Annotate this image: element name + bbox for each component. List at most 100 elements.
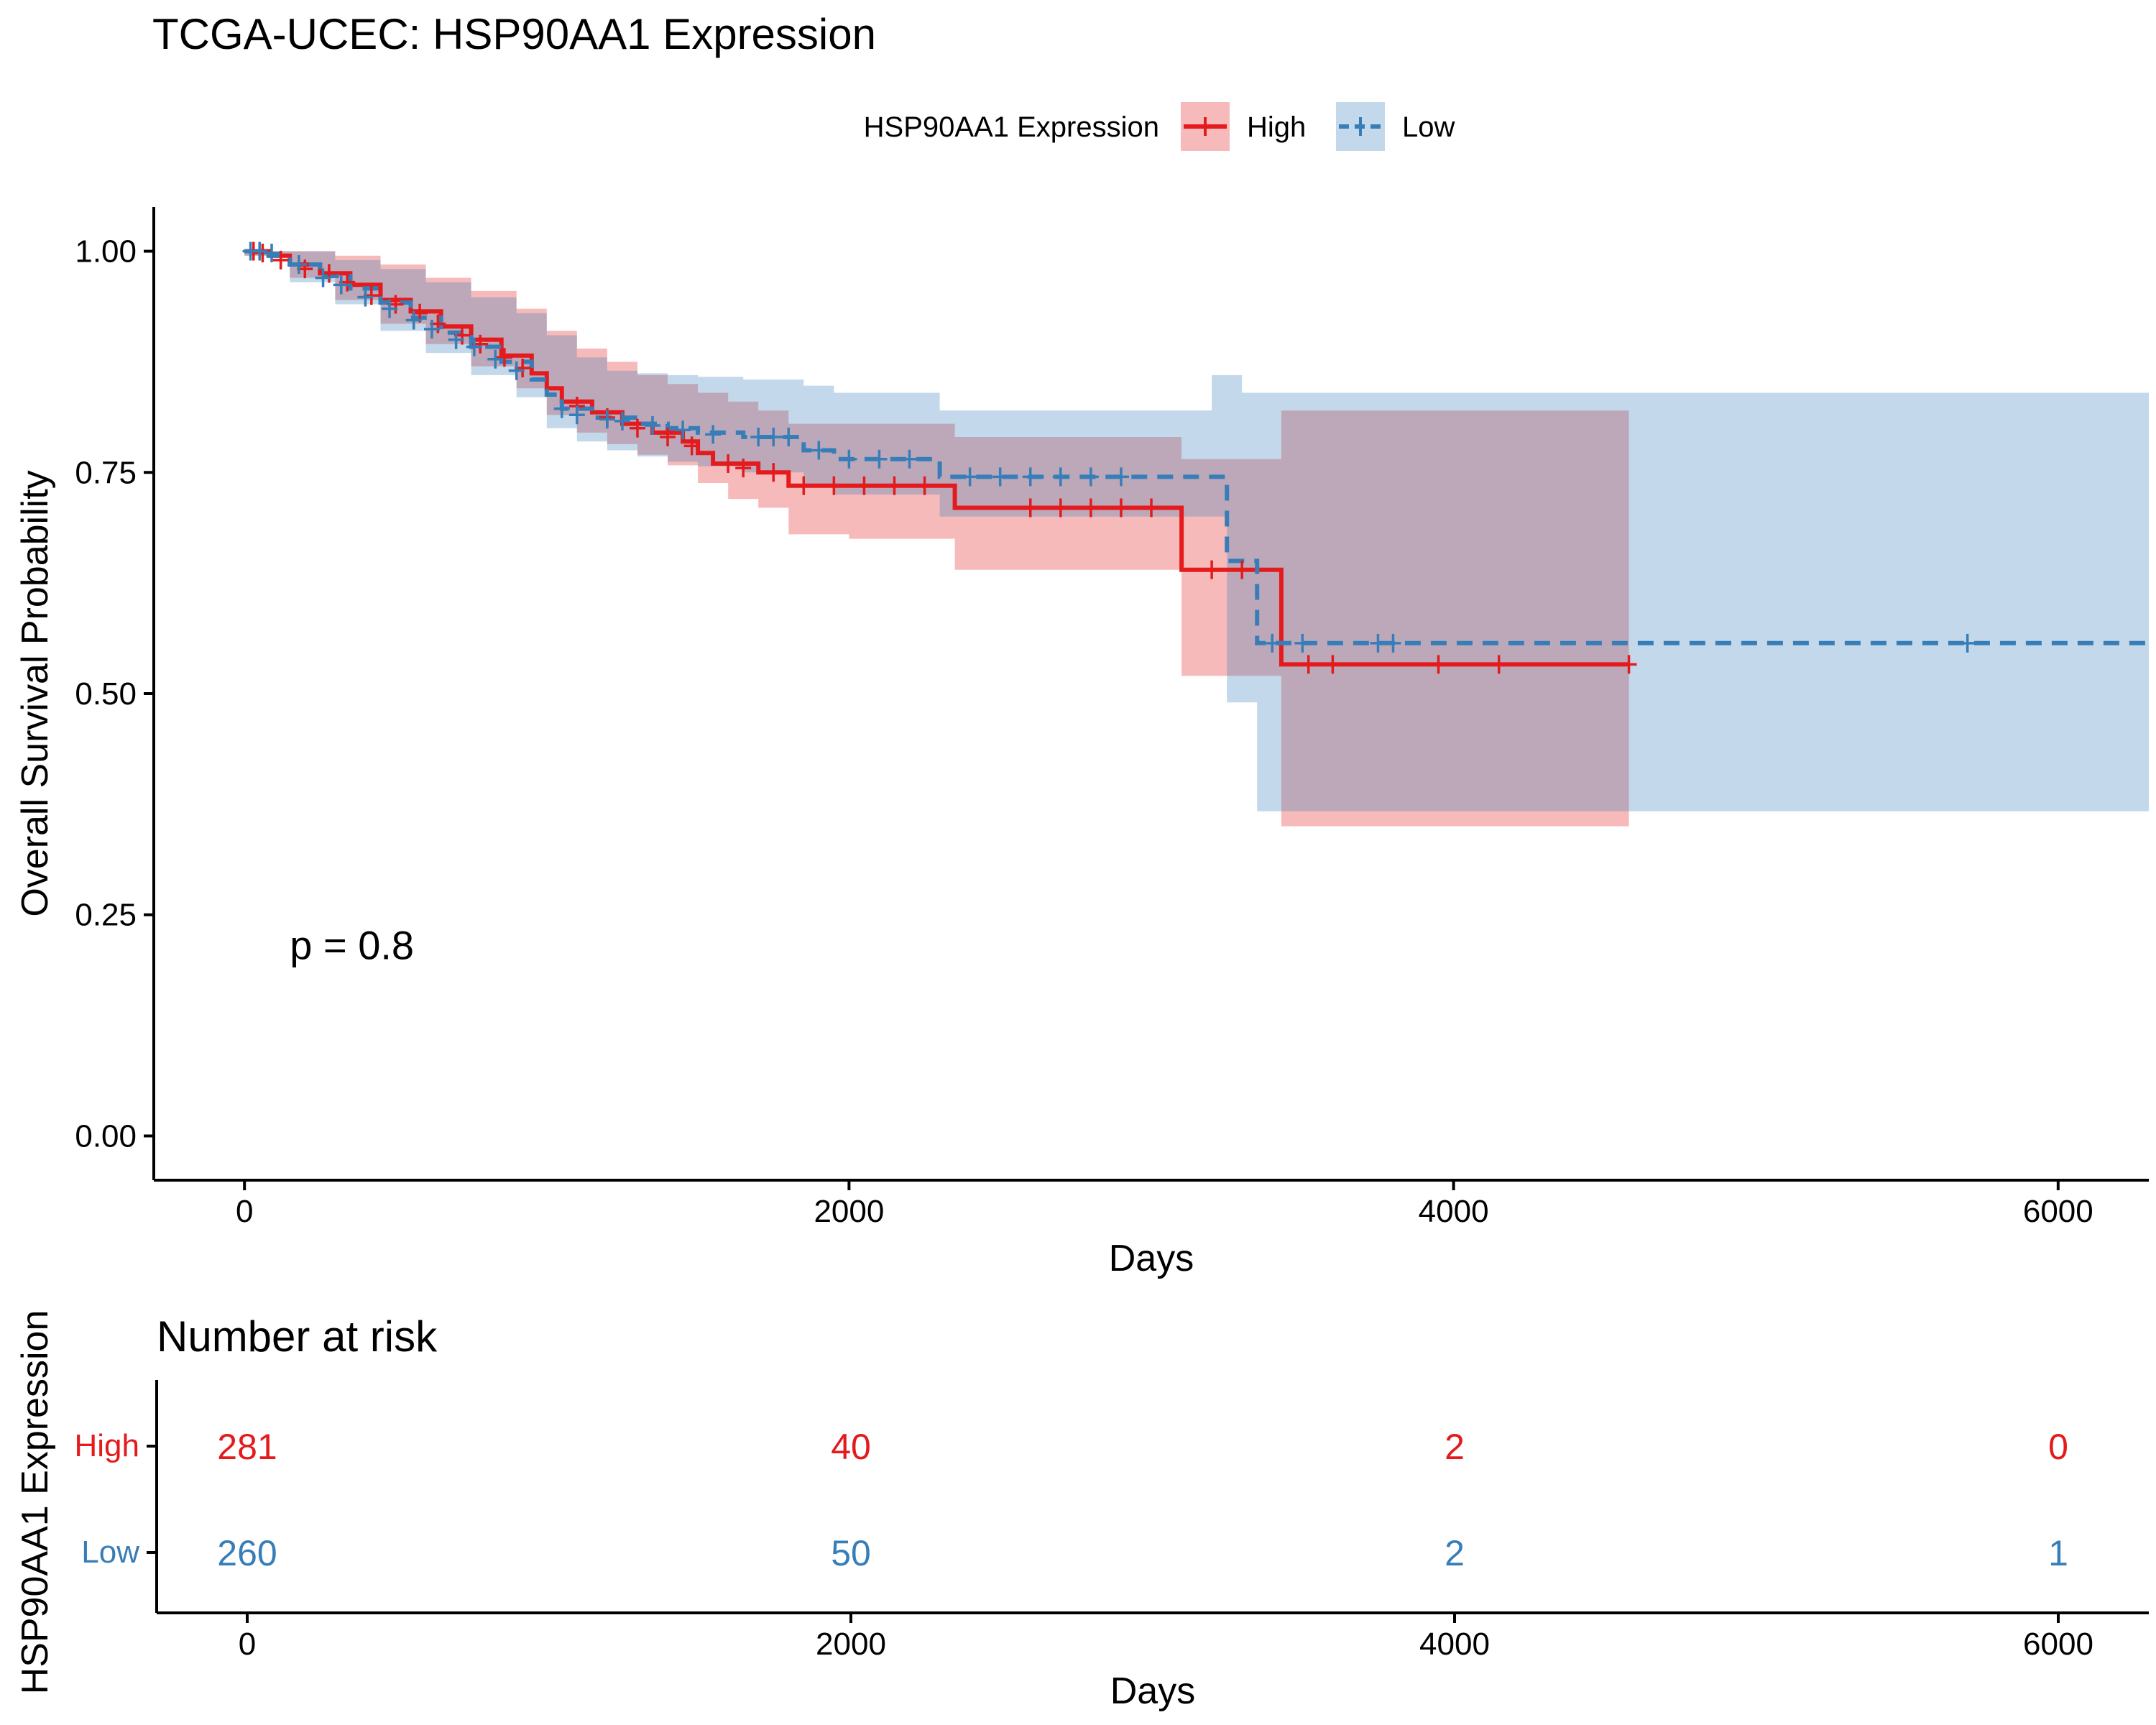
risk-table-title: Number at risk (157, 1312, 438, 1361)
ci-band-high (244, 251, 1629, 827)
censor-mark-high (1325, 655, 1341, 674)
censor-mark-high (886, 476, 903, 495)
p-value-annotation: p = 0.8 (290, 922, 414, 967)
chart-title: TCGA-UCEC: HSP90AA1 Expression (152, 10, 876, 58)
y-tick-label: 0.75 (75, 455, 137, 490)
censor-mark-low (705, 425, 722, 444)
censor-mark-low (487, 349, 504, 369)
x-tick-label: 0 (236, 1194, 253, 1229)
censor-mark-high (1022, 498, 1038, 518)
legend-title: HSP90AA1 Expression (864, 111, 1159, 143)
y-tick-label: 0.50 (75, 676, 137, 712)
censor-mark-low (841, 449, 857, 469)
censor-mark-low (645, 416, 660, 436)
legend-label-high: High (1247, 111, 1306, 143)
x-axis-label: Days (1109, 1238, 1194, 1279)
censor-mark-low (599, 410, 615, 429)
censor-mark-high (765, 463, 782, 482)
risk-count-high: 2 (1445, 1427, 1465, 1467)
censor-mark-low (811, 441, 827, 460)
censor-mark-low (871, 449, 888, 469)
legend: HSP90AA1 Expression High Low (864, 102, 1455, 151)
censor-mark-high (496, 348, 512, 367)
risk-count-high: 40 (831, 1427, 871, 1467)
censor-mark-low (1294, 633, 1311, 653)
censor-mark-low (614, 411, 630, 431)
censor-mark-low (1959, 633, 1976, 653)
risk-x-tick-label: 2000 (816, 1627, 886, 1662)
y-tick-label: 0.00 (75, 1118, 137, 1154)
legend-label-low: Low (1402, 111, 1455, 143)
censor-mark-low (1082, 467, 1099, 487)
censor-mark-high (1204, 560, 1220, 579)
censor-mark-low (1112, 467, 1129, 487)
censor-mark-low (765, 428, 782, 447)
risk-table-y-axis-label: HSP90AA1 Expression (14, 1310, 56, 1695)
censor-mark-low (568, 405, 585, 425)
censor-mark-low (333, 275, 349, 295)
risk-x-tick-label: 6000 (2023, 1627, 2093, 1662)
y-tick-label: 0.25 (75, 898, 137, 933)
censor-mark-high (1143, 498, 1159, 518)
censor-mark-low (962, 467, 978, 487)
censor-mark-high (1082, 498, 1099, 518)
risk-x-tick-label: 4000 (1419, 1627, 1490, 1662)
censor-mark-high (629, 418, 645, 438)
risk-row-label-low: Low (81, 1535, 139, 1570)
censor-mark-high (1621, 655, 1637, 674)
censor-mark-low (780, 428, 797, 447)
censor-mark-low (448, 330, 464, 349)
survival-plot-panel: 0.00 0.25 0.50 0.75 1.00 0 2000 4000 6000 p = 0.… (14, 207, 2150, 1279)
censor-mark-low (382, 299, 398, 318)
censor-mark-high (1052, 498, 1069, 518)
risk-count-high: 281 (217, 1427, 277, 1467)
censor-mark-low (315, 268, 331, 288)
censor-mark-low (290, 255, 307, 275)
censor-mark-high (660, 428, 676, 447)
x-tick-label: 2000 (814, 1194, 884, 1229)
censor-mark-high (1300, 655, 1317, 674)
censor-mark-high (272, 250, 289, 270)
y-tick-label: 1.00 (75, 234, 137, 270)
censor-mark-low (1022, 467, 1038, 487)
censor-mark-low (992, 467, 1008, 487)
censor-mark-low (252, 242, 268, 261)
censor-mark-low (675, 420, 691, 440)
censor-mark-low (357, 288, 374, 307)
censor-mark-low (466, 337, 482, 356)
censor-mark-high (1491, 655, 1507, 674)
censor-mark-high (683, 436, 700, 456)
risk-count-low: 2 (1445, 1533, 1465, 1573)
risk-count-low: 1 (2048, 1533, 2068, 1573)
censor-mark-high (1112, 498, 1129, 518)
y-axis-label: Overall Survival Probability (14, 470, 56, 916)
censor-mark-low (750, 428, 767, 447)
censor-mark-low (423, 319, 440, 339)
risk-x-tick-label: 0 (239, 1627, 256, 1662)
risk-row-label-high: High (75, 1428, 140, 1463)
censor-mark-low (1385, 633, 1401, 653)
censor-mark-low (405, 310, 422, 330)
censor-mark-high (916, 476, 933, 495)
censor-mark-low (264, 244, 280, 263)
censor-mark-high (1430, 655, 1447, 674)
censor-mark-high (735, 459, 752, 478)
risk-table-x-axis-label: Days (1110, 1670, 1195, 1712)
x-tick-label: 4000 (1419, 1194, 1489, 1229)
ci-band-low (244, 251, 2150, 811)
censor-mark-high (796, 476, 812, 495)
risk-table: Number at risk High 281 40 2 0 Low 260 50 2 1 0 200… (14, 1310, 2149, 1712)
censor-mark-low (1052, 467, 1069, 487)
censor-mark-low (508, 361, 525, 380)
censor-mark-high (856, 476, 872, 495)
risk-count-low: 260 (217, 1533, 277, 1573)
censor-mark-high (1234, 560, 1250, 579)
x-tick-label: 6000 (2023, 1194, 2093, 1229)
censor-mark-high (826, 476, 842, 495)
censor-mark-low (1370, 633, 1386, 653)
risk-count-low: 50 (831, 1533, 871, 1573)
censor-mark-low (901, 449, 918, 469)
censor-mark-low (553, 399, 570, 418)
censor-mark-high (720, 454, 737, 473)
